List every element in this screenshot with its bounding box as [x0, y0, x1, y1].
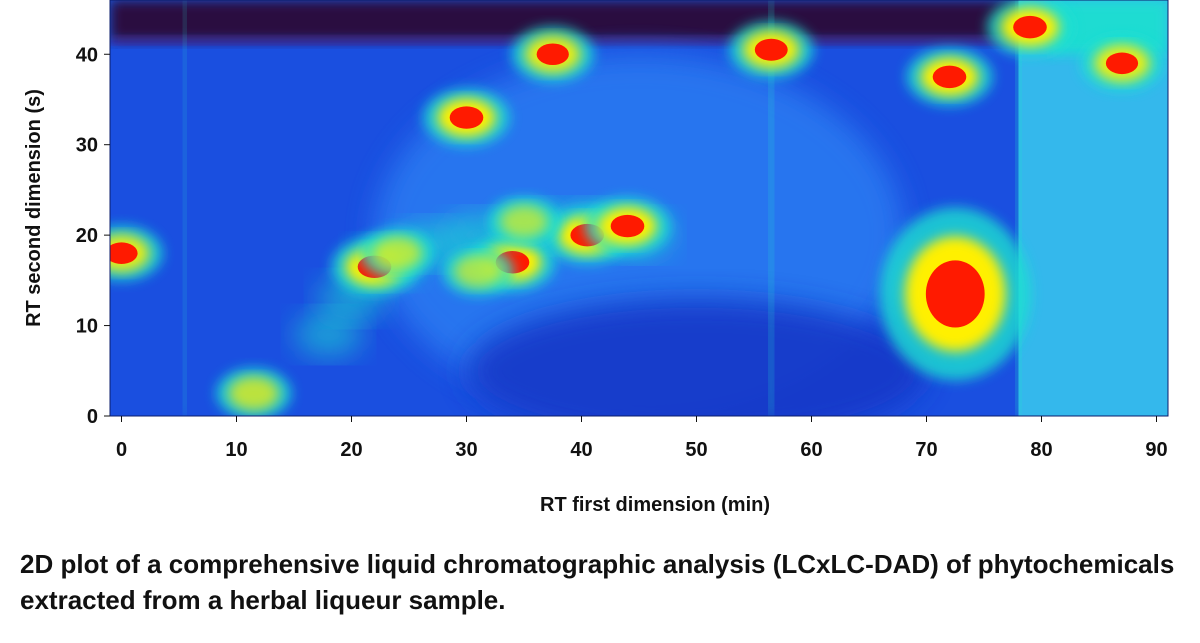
peak-ring [500, 205, 548, 238]
x-tick-label: 70 [915, 439, 937, 461]
chart-svg: 0 10 20 30 40 50 60 70 80 90 0 10 20 30 40 RT first d… [23, 0, 1169, 516]
peak-core [754, 38, 788, 61]
peak-ring [454, 254, 502, 288]
peak [986, 0, 1074, 56]
peak [488, 197, 560, 247]
peak [879, 207, 1031, 381]
peak-core [1105, 52, 1139, 75]
peak [906, 48, 993, 106]
peak [511, 26, 595, 82]
peak-core [449, 106, 484, 129]
peak-core [536, 43, 569, 66]
x-tick-label: 80 [1030, 439, 1052, 461]
peak [423, 88, 510, 147]
peak-core [610, 214, 645, 238]
peak [215, 367, 292, 416]
compound-arc-segment [294, 312, 363, 357]
vertical-streak [183, 0, 187, 416]
peak-core [932, 65, 967, 89]
y-tick-label: 20 [76, 225, 98, 247]
peak [584, 197, 671, 255]
peak-core [110, 242, 138, 264]
x-tick-label: 90 [1145, 439, 1167, 461]
x-tick-label: 10 [225, 439, 247, 461]
y-tick-label: 0 [87, 406, 98, 428]
y-axis: 0 10 20 30 40 [76, 44, 110, 428]
vertical-streak [1016, 0, 1021, 416]
peak [442, 246, 514, 296]
x-tick-label: 30 [455, 439, 477, 461]
peak-ring [228, 376, 279, 411]
y-tick-label: 30 [76, 135, 98, 157]
lower-region [466, 298, 927, 416]
x-axis-label: RT first dimension (min) [540, 494, 770, 516]
y-tick-label: 10 [76, 316, 98, 338]
peak [728, 21, 814, 78]
peak [1080, 35, 1164, 92]
peak-core [1013, 15, 1047, 39]
y-tick-label: 40 [76, 44, 98, 66]
x-tick-label: 0 [116, 439, 127, 461]
figure-caption: 2D plot of a comprehensive liquid chroma… [20, 549, 1175, 615]
peak [110, 225, 163, 281]
x-tick-label: 40 [570, 439, 592, 461]
y-axis-label: RT second dimension (s) [23, 89, 45, 327]
plot-frame [109, 0, 1169, 417]
peak-layer [110, 0, 1164, 416]
x-tick-label: 60 [800, 439, 822, 461]
heatmap-area [110, 0, 1168, 416]
x-axis: 0 10 20 30 40 50 60 70 80 90 [116, 416, 1168, 461]
peak [360, 228, 435, 279]
x-tick-label: 50 [685, 439, 707, 461]
peak-core [925, 260, 985, 328]
x-tick-label: 20 [340, 439, 362, 461]
peak-ring [372, 236, 423, 270]
vertical-streak [769, 0, 774, 416]
